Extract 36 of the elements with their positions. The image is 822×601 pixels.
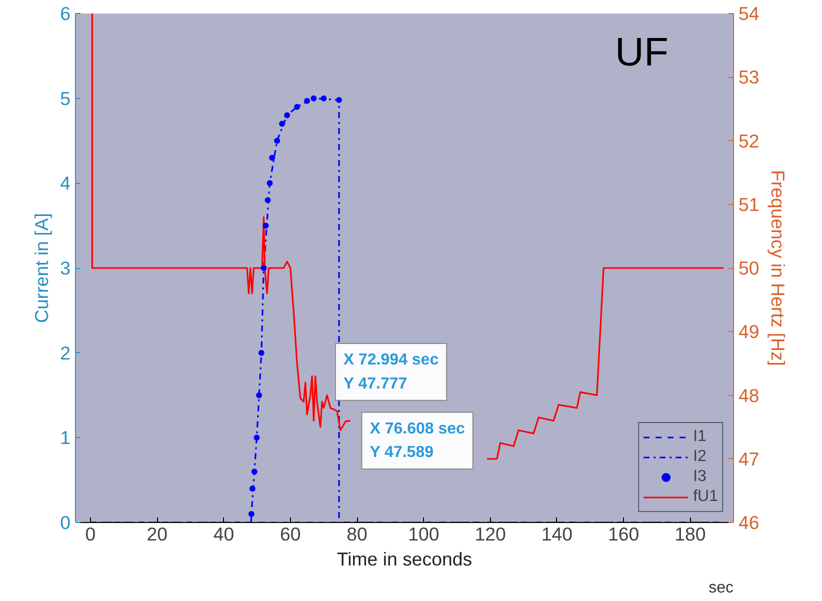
y2-axis-title: Frequency in Hertz [Hz] [767,170,788,366]
x-tick-label: 40 [213,524,234,544]
x-tick-label: 20 [146,524,168,544]
y2-tick-label: 49 [738,321,760,342]
y2-tick-label: 48 [738,384,760,406]
y-tick-label: 2 [60,342,71,364]
x-tick-label: 180 [674,524,706,544]
y2-tick-label: 47 [738,448,760,470]
y-tick-label: 4 [60,172,71,194]
x-tick-label: 140 [541,524,572,544]
y-tick-label: 1 [60,427,71,448]
x-tick-label: 0 [85,524,96,544]
y2-tick-label: 53 [738,66,760,88]
annotation: X 76.608 sec Y 47.589 [370,420,466,462]
y2-tick-label: 46 [738,512,760,533]
x-tick-label: 160 [608,524,640,544]
y-tick-label: 3 [60,258,71,278]
legend-label: I3 [693,468,708,486]
x-tick-label: 80 [346,524,368,544]
legend-label: I1 [693,428,708,446]
annotation: X 72.994 sec Y 47.777 [343,352,439,392]
x-tick-label: 60 [280,524,301,544]
text: sec [708,580,734,596]
y-tick-label: 5 [60,88,71,109]
legend-label: fU1 [693,488,718,506]
annotation: UF [615,30,668,75]
y-axis-title: Current in [A] [31,213,52,323]
x-tick-label: 100 [408,524,440,544]
y2-tick-label: 52 [738,130,760,152]
y2-tick-label: 51 [738,194,760,215]
y2-tick-label: 54 [738,3,760,24]
y2-tick-label: 50 [738,258,760,278]
y-tick-label: 6 [60,3,71,24]
x-axis-title: Time in seconds [336,548,472,570]
legend-label: I2 [693,448,708,466]
x-tick-label: 120 [474,524,506,544]
